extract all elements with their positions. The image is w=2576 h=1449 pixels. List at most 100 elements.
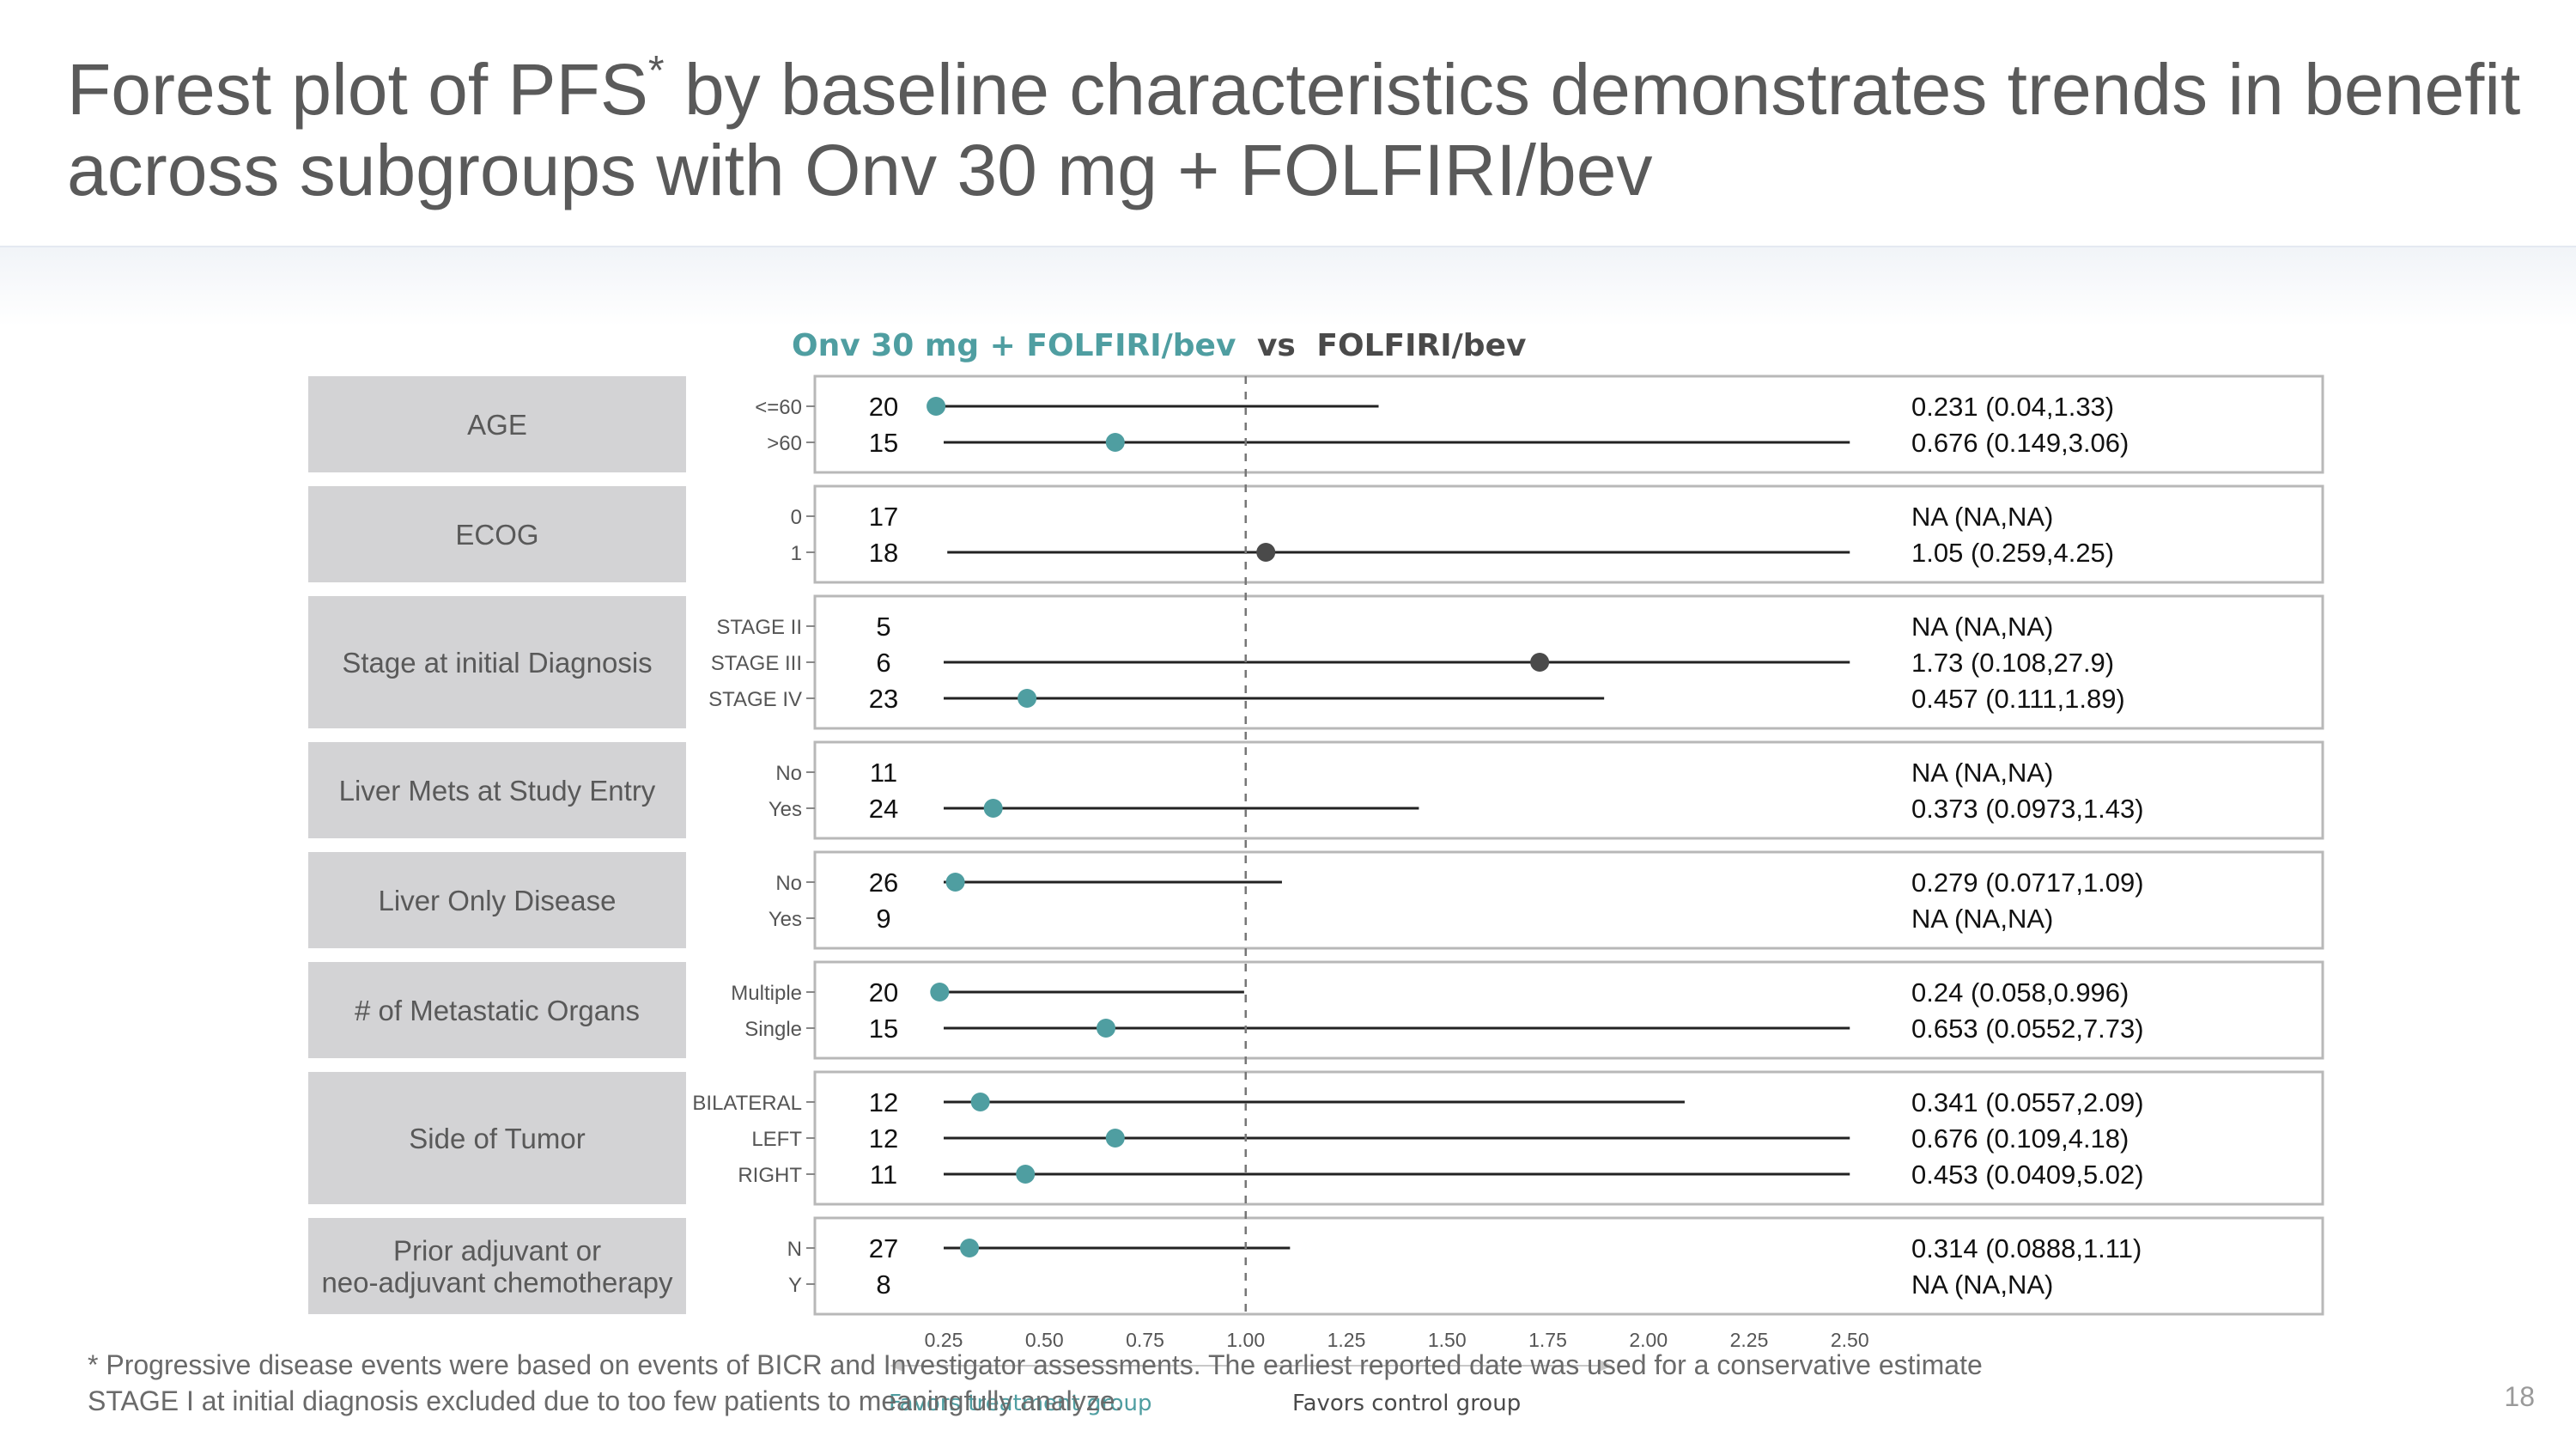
row-label: >60 (767, 432, 802, 455)
category-box (308, 486, 686, 582)
hazard-ratio-point (1018, 689, 1037, 708)
subgroup-panel (813, 850, 2324, 950)
hazard-ratio-ci-text: 1.73 (0.108,27.9) (1911, 648, 2114, 678)
category-box (308, 1072, 686, 1204)
row-label: Yes (769, 908, 802, 931)
hazard-ratio-ci-text: 0.231 (0.04,1.33) (1911, 392, 2114, 422)
patient-count: 11 (870, 1160, 897, 1190)
hazard-ratio-point (1105, 433, 1125, 452)
hazard-ratio-ci-text: 0.457 (0.111,1.89) (1911, 684, 2125, 714)
favors-control-label: Favors control group (1292, 1391, 1521, 1416)
hazard-ratio-ci-text: NA (NA,NA) (1911, 612, 2053, 642)
row-label: RIGHT (738, 1164, 802, 1187)
category-label: AGE (467, 409, 527, 441)
row-label: LEFT (751, 1128, 802, 1151)
patient-count: 20 (869, 977, 898, 1008)
row-label: Y (788, 1274, 802, 1297)
x-tick-label: 2.00 (1629, 1329, 1668, 1351)
hazard-ratio-point (1530, 653, 1550, 672)
row-label: Single (744, 1018, 802, 1041)
hazard-ratio-point (1016, 1165, 1036, 1184)
hazard-ratio-point (970, 1093, 990, 1111)
hazard-ratio-point (945, 873, 965, 892)
patient-count: 20 (869, 392, 898, 422)
chart-title-treatment: Onv 30 mg + FOLFIRI/bev (792, 328, 1236, 363)
category-box (308, 742, 686, 838)
hazard-ratio-ci-text: NA (NA,NA) (1911, 1269, 2053, 1300)
category-label: Stage at initial Diagnosis (342, 647, 652, 679)
header-divider-band (0, 246, 2576, 326)
hazard-ratio-ci-text: 0.373 (0.0973,1.43) (1911, 794, 2144, 824)
hazard-ratio-point (1105, 1129, 1125, 1148)
patient-count: 15 (869, 1014, 898, 1044)
category-label: ECOG (455, 519, 538, 551)
hazard-ratio-ci-text: NA (NA,NA) (1911, 904, 2053, 934)
row-label: No (775, 872, 802, 895)
slide-title-part2: by baseline characteristics demonstrates… (67, 49, 2521, 210)
subgroup-panel (813, 960, 2324, 1060)
patient-count: 12 (869, 1123, 898, 1154)
row-label: 0 (791, 506, 802, 529)
category-box (308, 1218, 686, 1314)
x-tick-label: 0.50 (1025, 1329, 1064, 1351)
x-tick-label: 0.25 (925, 1329, 963, 1351)
category-label: Liver Only Disease (379, 885, 617, 916)
x-tick-label: 1.75 (1528, 1329, 1567, 1351)
subgroup-panel (813, 484, 2324, 584)
title-asterisk: * (647, 48, 665, 94)
hazard-ratio-point (960, 1239, 980, 1257)
hazard-ratio-point (1256, 543, 1276, 562)
category-label: neo-adjuvant chemotherapy (321, 1267, 673, 1299)
hazard-ratio-ci-text: 1.05 (0.259,4.25) (1911, 538, 2114, 568)
patient-count: 26 (869, 868, 898, 898)
patient-count: 23 (869, 684, 898, 714)
row-label: STAGE III (711, 652, 802, 675)
x-tick-label: 2.50 (1831, 1329, 1869, 1351)
hazard-ratio-ci-text: 0.453 (0.0409,5.02) (1911, 1160, 2144, 1190)
chart-title-vs: vs (1257, 328, 1296, 363)
hazard-ratio-ci-text: NA (NA,NA) (1911, 758, 2053, 788)
x-tick-label: 0.75 (1126, 1329, 1164, 1351)
category-box (308, 962, 686, 1058)
patient-count: 24 (869, 794, 898, 824)
hazard-ratio-ci-text: 0.279 (0.0717,1.09) (1911, 868, 2144, 898)
hazard-ratio-point (927, 397, 946, 416)
row-label: 1 (791, 542, 802, 565)
patient-count: 8 (876, 1269, 890, 1300)
subgroup-panel (813, 1216, 2324, 1316)
hazard-ratio-ci-text: 0.24 (0.058,0.996) (1911, 977, 2129, 1008)
patient-count: 18 (869, 538, 898, 568)
row-label: No (775, 762, 802, 785)
page-number: 18 (2504, 1381, 2535, 1412)
patient-count: 15 (869, 428, 898, 458)
category-label: # of Metastatic Organs (355, 995, 640, 1026)
category-label: Side of Tumor (409, 1123, 585, 1154)
row-label: N (787, 1238, 802, 1261)
footnote-line-1: * Progressive disease events were based … (88, 1349, 1983, 1380)
patient-count: 27 (869, 1233, 898, 1263)
footnote: * Progressive disease events were based … (88, 1347, 2406, 1419)
favors-treatment-label: Favors treatment group (889, 1391, 1152, 1416)
row-label: Yes (769, 798, 802, 821)
row-label: Multiple (731, 982, 802, 1005)
x-tick-label: 1.25 (1327, 1329, 1366, 1351)
x-tick-label: 1.50 (1428, 1329, 1467, 1351)
category-label: Prior adjuvant or (393, 1235, 601, 1267)
hazard-ratio-ci-text: 0.314 (0.0888,1.11) (1911, 1233, 2142, 1263)
chart-title-control: FOLFIRI/bev (1316, 328, 1526, 363)
patient-count: 11 (870, 758, 897, 788)
category-box (308, 852, 686, 948)
slide-title-part1: Forest plot of PFS (67, 49, 648, 130)
hazard-ratio-point (930, 983, 950, 1002)
x-tick-label: 2.25 (1730, 1329, 1769, 1351)
category-label: Liver Mets at Study Entry (339, 775, 656, 807)
chart-title: Onv 30 mg + FOLFIRI/bev vs FOLFIRI/bev (792, 328, 1526, 363)
plot-layer: AGE<=60 20 0.231 (0.04,1.33)>60 15 0.676 (0.… (308, 374, 2324, 1416)
patient-count: 17 (869, 502, 898, 532)
hazard-ratio-ci-text: 0.653 (0.0552,7.73) (1911, 1014, 2144, 1044)
row-label: STAGE II (716, 616, 802, 639)
row-label: <=60 (755, 396, 802, 419)
category-box (308, 596, 686, 728)
patient-count: 12 (869, 1087, 898, 1117)
